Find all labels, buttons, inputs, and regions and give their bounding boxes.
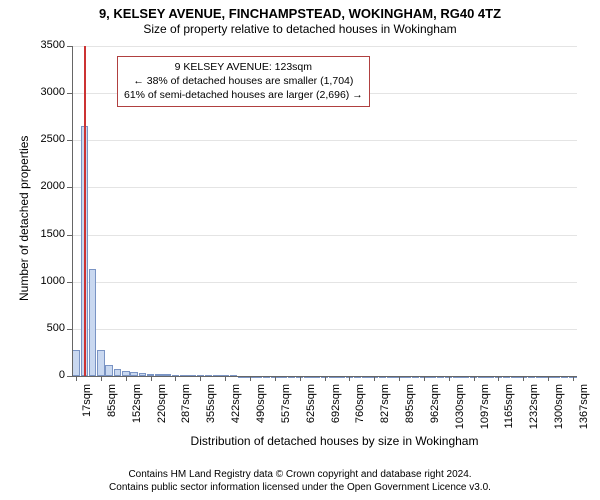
x-tick <box>523 376 524 381</box>
histogram-bar <box>72 350 80 376</box>
credits: Contains HM Land Registry data © Crown c… <box>0 469 600 494</box>
gridline <box>72 140 577 141</box>
x-tick <box>548 376 549 381</box>
x-tick-label: 220sqm <box>156 384 168 444</box>
y-tick-label: 1500 <box>27 228 65 240</box>
gridline <box>72 282 577 283</box>
x-tick <box>200 376 201 381</box>
page-subtitle: Size of property relative to detached ho… <box>0 22 600 37</box>
x-tick <box>225 376 226 381</box>
gridline <box>72 329 577 330</box>
x-tick <box>349 376 350 381</box>
annotation-line: 61% of semi-detached houses are larger (… <box>124 88 363 102</box>
x-tick-label: 1367sqm <box>578 384 590 444</box>
x-tick-label: 17sqm <box>81 384 93 444</box>
y-tick-label: 1000 <box>27 275 65 287</box>
y-tick-label: 0 <box>27 369 65 381</box>
y-axis-label: Number of detached properties <box>17 136 31 301</box>
histogram-bar <box>114 369 122 376</box>
y-tick-label: 2000 <box>27 180 65 192</box>
annotation-line: 9 KELSEY AVENUE: 123sqm <box>124 60 363 74</box>
histogram-bar <box>97 350 105 376</box>
x-tick <box>374 376 375 381</box>
x-tick-label: 85sqm <box>106 384 118 444</box>
x-tick <box>399 376 400 381</box>
x-tick <box>325 376 326 381</box>
y-tick-label: 2500 <box>27 133 65 145</box>
x-tick <box>126 376 127 381</box>
x-tick-label: 1300sqm <box>553 384 565 444</box>
x-tick-label: 1232sqm <box>528 384 540 444</box>
gridline <box>72 187 577 188</box>
x-tick <box>175 376 176 381</box>
y-axis <box>72 46 73 376</box>
x-tick <box>474 376 475 381</box>
x-tick <box>101 376 102 381</box>
y-tick-label: 500 <box>27 322 65 334</box>
credits-line: Contains public sector information licen… <box>0 482 600 495</box>
page-title: 9, KELSEY AVENUE, FINCHAMPSTEAD, WOKINGH… <box>0 6 600 22</box>
x-tick <box>275 376 276 381</box>
x-tick <box>498 376 499 381</box>
gridline <box>72 235 577 236</box>
gridline <box>72 46 577 47</box>
reference-marker <box>84 46 86 376</box>
x-tick <box>424 376 425 381</box>
x-tick-label: 152sqm <box>131 384 143 444</box>
histogram-bar <box>89 269 97 376</box>
annotation-box: 9 KELSEY AVENUE: 123sqm ← 38% of detache… <box>117 56 370 107</box>
x-axis-label: Distribution of detached houses by size … <box>175 434 495 448</box>
x-tick <box>449 376 450 381</box>
histogram-bar <box>105 365 113 376</box>
x-tick <box>76 376 77 381</box>
x-tick-label: 1165sqm <box>503 384 515 444</box>
x-tick <box>250 376 251 381</box>
y-tick-label: 3500 <box>27 39 65 51</box>
x-tick <box>573 376 574 381</box>
credits-line: Contains HM Land Registry data © Crown c… <box>0 469 600 482</box>
x-tick <box>151 376 152 381</box>
y-tick-label: 3000 <box>27 86 65 98</box>
annotation-line: ← 38% of detached houses are smaller (1,… <box>124 74 363 88</box>
x-tick <box>300 376 301 381</box>
